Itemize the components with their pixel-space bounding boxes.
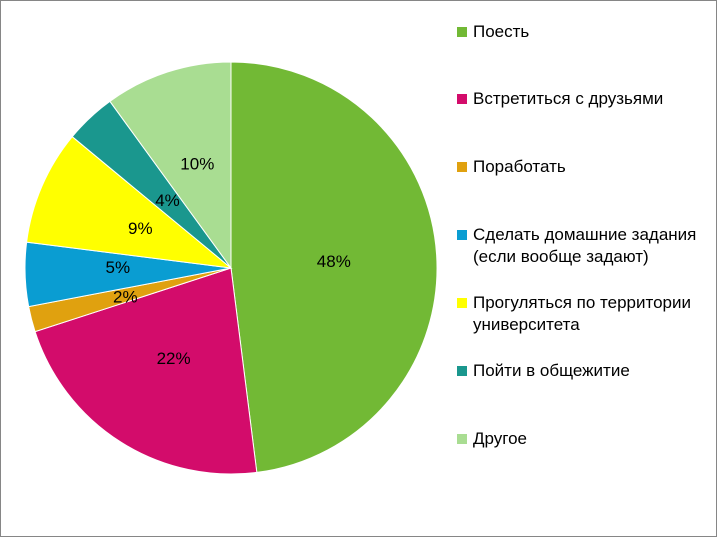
data-label: 9% — [128, 219, 153, 238]
pie-slice — [34, 267, 258, 475]
data-label: 22% — [157, 349, 191, 368]
data-label: 10% — [180, 155, 214, 174]
data-label: 5% — [106, 258, 131, 277]
legend-swatch — [457, 298, 467, 308]
legend-swatch — [457, 230, 467, 240]
legend-swatch — [457, 162, 467, 172]
legend-label: Другое — [473, 429, 528, 448]
legend-swatch — [457, 434, 467, 444]
legend-label: Поработать — [473, 157, 566, 176]
legend-item: Пойти в общежитие — [457, 360, 715, 382]
data-label: 2% — [113, 288, 138, 307]
legend-item: Прогуляться по территории университета — [457, 292, 715, 336]
legend-label: Встретиться с друзьями — [473, 89, 664, 108]
legend-swatch — [457, 94, 467, 104]
legend-item: Сделать домашние задания (если вообще за… — [457, 224, 715, 268]
legend-item: Встретиться с друзьями — [457, 88, 715, 110]
pie-slice — [109, 61, 232, 270]
legend-label: Сделать домашние задания (если вообще за… — [473, 225, 697, 266]
pie-slice — [26, 135, 233, 269]
legend-item: Поработать — [457, 156, 715, 178]
legend-item: Поесть — [457, 21, 715, 43]
legend-label: Пойти в общежитие — [473, 361, 630, 380]
legend-swatch — [457, 27, 467, 37]
legend-item: Другое — [457, 428, 715, 450]
legend-label: Поесть — [473, 22, 530, 41]
legend-label: Прогуляться по территории университета — [473, 293, 691, 334]
data-label: 48% — [317, 252, 351, 271]
data-label: 4% — [155, 191, 180, 210]
pie-slice — [230, 61, 438, 473]
legend-swatch — [457, 366, 467, 376]
